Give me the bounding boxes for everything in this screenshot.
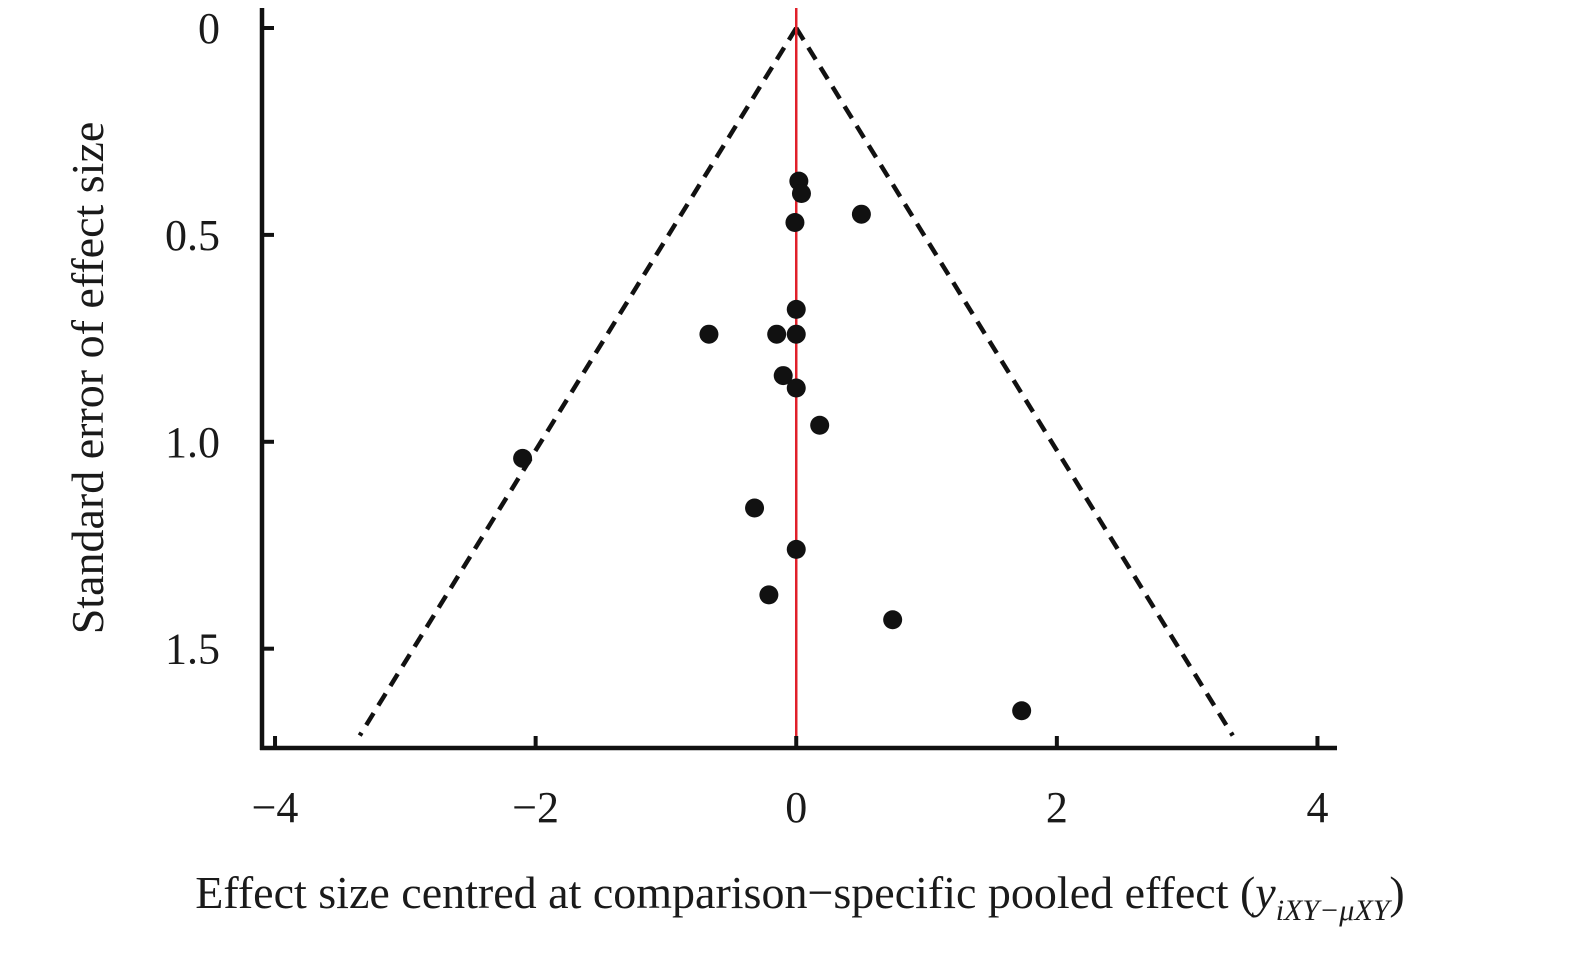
data-point: [773, 366, 793, 386]
x-tick-label: 0: [785, 783, 807, 832]
x-tick-label: −4: [252, 783, 299, 832]
funnel-left-line: [357, 26, 799, 737]
data-point: [786, 378, 806, 398]
y-tick-label: 1.5: [165, 625, 220, 674]
y-tick-label: 0.5: [165, 211, 220, 260]
data-point: [786, 324, 806, 344]
x-axis-ticks: −4 −2 0 2 4: [252, 736, 1328, 832]
funnel-lines: [357, 26, 1235, 737]
y-tick-label: 0: [198, 4, 220, 53]
x-tick-label: 4: [1306, 783, 1328, 832]
data-point: [699, 324, 719, 344]
data-point: [786, 539, 806, 559]
data-point: [759, 585, 779, 605]
x-axis-title-subscript: iXY−μXY: [1276, 894, 1393, 927]
data-point: [786, 299, 806, 319]
data-point: [1012, 701, 1032, 721]
x-axis-title-close: ): [1389, 867, 1404, 918]
data-point: [810, 415, 830, 435]
y-tick-label: 1.0: [165, 418, 220, 467]
y-axis-ticks: 0 0.5 1.0 1.5: [165, 4, 274, 674]
data-point: [785, 212, 805, 232]
data-point: [791, 184, 811, 204]
data-points: [513, 171, 1032, 721]
funnel-right-line: [794, 26, 1235, 737]
y-axis-title: Standard error of effect size: [62, 122, 113, 635]
data-point: [513, 448, 533, 468]
data-point: [767, 324, 787, 344]
x-axis-title-variable: y: [1251, 867, 1276, 918]
x-tick-label: 2: [1046, 783, 1068, 832]
data-point: [745, 498, 765, 518]
data-point: [851, 204, 871, 224]
x-tick-label: −2: [512, 783, 559, 832]
axes: [259, 8, 1337, 751]
x-axis-title: Effect size centred at comparison−specif…: [195, 867, 1404, 927]
data-point: [883, 610, 903, 630]
x-axis-title-main: Effect size centred at comparison−specif…: [195, 867, 1255, 918]
